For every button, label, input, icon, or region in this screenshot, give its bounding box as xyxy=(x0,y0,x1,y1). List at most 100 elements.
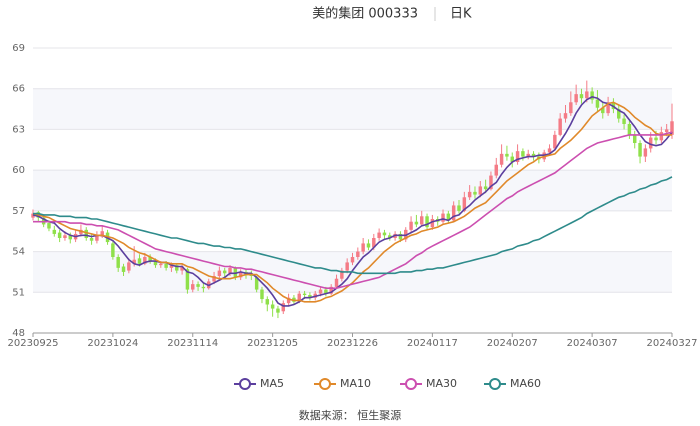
x-tick-label: 20240307 xyxy=(567,338,618,349)
y-tick-label: 54 xyxy=(12,247,25,258)
candle-body xyxy=(212,276,216,282)
candle-body xyxy=(238,271,243,278)
legend-label: MA5 xyxy=(260,377,284,390)
candle-body xyxy=(574,94,578,103)
candle-body xyxy=(191,284,195,290)
source: 数据来源： 恒生聚源 xyxy=(299,408,402,422)
candle-body xyxy=(84,229,88,238)
candle-body xyxy=(137,258,142,264)
legend-label: MA10 xyxy=(340,377,371,390)
x-tick-label: 20231205 xyxy=(247,338,298,349)
candle-body xyxy=(228,267,232,274)
x-tick-label: 20231024 xyxy=(87,338,138,349)
candle-body xyxy=(467,191,472,198)
candle-body xyxy=(308,295,312,298)
candle-body xyxy=(526,153,530,157)
candle-body xyxy=(601,107,605,114)
candle-body xyxy=(627,124,632,135)
candle-body xyxy=(100,231,104,237)
candle-body xyxy=(414,221,419,225)
candle-body xyxy=(372,238,376,248)
candle-body xyxy=(185,269,190,290)
candle-body xyxy=(95,235,99,241)
candle-body xyxy=(441,213,445,222)
y-tick-label: 48 xyxy=(12,328,25,339)
candle-body xyxy=(132,259,136,264)
candle-body xyxy=(563,113,568,119)
candle-body xyxy=(52,229,57,234)
candle-body xyxy=(63,235,67,238)
candle-body xyxy=(366,243,371,248)
candle-body xyxy=(334,278,339,287)
candle-body xyxy=(201,286,206,289)
ma-line xyxy=(33,176,673,275)
candle-body xyxy=(547,148,552,153)
ma-line xyxy=(33,131,673,289)
candle-body xyxy=(164,263,168,268)
candle-body xyxy=(340,270,344,279)
legend-item: MA5 xyxy=(234,377,284,390)
candle-body xyxy=(361,243,365,252)
candle-body xyxy=(521,151,525,157)
candle-body xyxy=(175,265,179,271)
candle-body xyxy=(622,118,626,124)
y-tick-label: 66 xyxy=(12,84,25,95)
x-tick-label: 20231114 xyxy=(167,338,218,349)
candle-body xyxy=(430,219,435,228)
candle-body xyxy=(111,243,115,257)
candle-body xyxy=(638,143,642,157)
candle-body xyxy=(515,151,520,162)
candle-body xyxy=(505,153,509,157)
candle-body xyxy=(569,102,573,114)
candle-body xyxy=(462,197,467,211)
candle-body xyxy=(318,289,323,294)
candle-body xyxy=(510,156,514,162)
candle-body xyxy=(260,289,264,300)
candle-body xyxy=(489,175,493,190)
plot-band xyxy=(33,170,672,211)
y-tick-label: 60 xyxy=(12,165,25,176)
candle-body xyxy=(617,109,621,119)
candle-body xyxy=(121,266,126,272)
candle-body xyxy=(345,262,349,271)
candle-body xyxy=(127,262,131,271)
candle-body xyxy=(457,205,461,211)
candle-body xyxy=(222,270,227,274)
candle-body xyxy=(377,232,381,238)
candle-body xyxy=(579,94,584,99)
legend-item: MA30 xyxy=(400,377,457,390)
candle-body xyxy=(585,91,589,99)
candle-body xyxy=(425,216,429,228)
candle-body xyxy=(270,304,275,309)
y-tick-label: 63 xyxy=(12,124,25,135)
candle-body xyxy=(478,186,483,195)
candle-body xyxy=(324,289,328,294)
candle-body xyxy=(254,277,259,290)
candle-body xyxy=(409,221,413,230)
candle-body xyxy=(159,263,163,266)
legend-marker xyxy=(405,378,417,390)
x-tick-label: 20240117 xyxy=(407,338,458,349)
ma-line xyxy=(32,101,672,303)
candle-body xyxy=(643,148,648,157)
candle-body xyxy=(590,91,594,100)
candle-body xyxy=(329,286,333,294)
x-tick-label: 20240207 xyxy=(487,338,538,349)
candle-body xyxy=(148,257,152,262)
candle-body xyxy=(169,265,174,268)
candle-body xyxy=(451,205,456,221)
candle-body xyxy=(47,223,51,229)
candle-body xyxy=(446,213,451,221)
candle-body xyxy=(356,251,360,257)
candle-body xyxy=(670,121,674,135)
y-tick-label: 57 xyxy=(12,206,25,217)
candle-body xyxy=(68,235,73,240)
candle-body xyxy=(648,137,653,149)
legend-marker xyxy=(239,378,251,390)
candle-body xyxy=(664,129,669,133)
candle-body xyxy=(57,232,62,238)
legend-item: MA60 xyxy=(484,377,541,390)
candle-body xyxy=(297,293,301,302)
